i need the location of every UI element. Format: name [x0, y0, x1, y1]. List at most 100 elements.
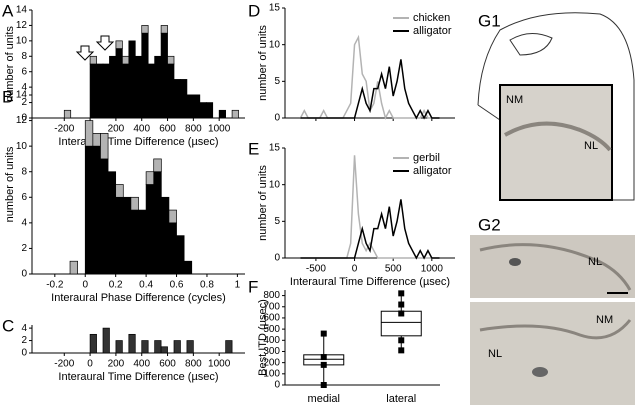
bar: [145, 171, 155, 185]
point: [320, 354, 327, 361]
bar: [141, 32, 149, 119]
bar: [154, 340, 162, 354]
x-tick-label: 0.8: [200, 280, 214, 291]
bar: [130, 196, 139, 211]
bar: [154, 55, 162, 119]
y-axis-label: number of units: [257, 165, 269, 241]
bar: [89, 55, 97, 65]
bar: [122, 55, 130, 65]
panel-label: B: [2, 87, 13, 106]
bar: [168, 222, 177, 275]
x-axis-label: Interaural Time Difference (µsec): [58, 371, 218, 383]
bar: [167, 55, 175, 65]
bar: [231, 109, 239, 119]
y-tick-label: 4: [21, 323, 27, 334]
bar: [128, 333, 136, 354]
y-tick-label: 4: [21, 82, 27, 93]
bar: [138, 209, 147, 275]
bar: [100, 158, 109, 275]
point: [398, 290, 405, 297]
bar: [176, 235, 185, 275]
y-tick-label: 0: [21, 269, 27, 280]
y-tick-label: 500: [263, 324, 280, 335]
y-tick-label: 6: [21, 192, 27, 203]
line: [300, 199, 440, 260]
line: [299, 34, 440, 121]
cell-band: [479, 243, 632, 291]
x-tick-label: medial: [308, 393, 340, 405]
y-tick-label: 0: [274, 113, 280, 124]
x-tick-label: 500: [385, 264, 402, 275]
legend-label: gerbil: [413, 152, 440, 164]
y-tick-label: 0: [274, 380, 280, 391]
y-tick-label: 200: [263, 357, 280, 368]
x-tick-label: 0.4: [139, 280, 153, 291]
bar: [145, 184, 155, 275]
point: [398, 310, 405, 317]
y-tick-label: 100: [263, 368, 280, 379]
bar: [122, 63, 130, 119]
panel-label: G1: [478, 11, 501, 30]
y-tick-label: 2: [21, 335, 27, 346]
bar: [69, 260, 78, 275]
bar: [115, 40, 123, 49]
bar: [167, 63, 175, 119]
bar: [130, 209, 139, 275]
bar: [96, 63, 104, 119]
annotation: NL: [588, 256, 602, 268]
arrow: [75, 45, 95, 61]
legend-label: alligator: [413, 25, 452, 37]
x-tick-label: 800: [185, 124, 202, 135]
x-tick-label: 0: [82, 280, 88, 291]
y-tick-label: 12: [16, 20, 28, 31]
panel-label: G2: [478, 215, 501, 234]
point: [320, 361, 327, 368]
x-tick-label: 1000: [421, 264, 444, 275]
bar: [115, 340, 123, 354]
bar: [147, 63, 155, 119]
panel-label: C: [2, 316, 14, 335]
x-tick-label: 400: [133, 124, 150, 135]
bar: [109, 55, 117, 119]
point: [320, 330, 327, 337]
x-tick-label: 0: [352, 264, 358, 275]
bar: [180, 79, 188, 119]
panel-label: F: [248, 277, 258, 296]
x-tick-label: 1000: [208, 124, 231, 135]
x-tick-label: 0.6: [170, 280, 184, 291]
x-tick-label: 0: [87, 359, 93, 370]
bar: [225, 340, 233, 354]
bar: [92, 133, 101, 147]
annotation: NM: [596, 314, 613, 326]
x-tick-label: 0.2: [109, 280, 123, 291]
y-tick-label: 400: [263, 335, 280, 346]
x-tick-label: 1: [235, 280, 241, 291]
y-tick-label: 10: [16, 141, 28, 152]
y-tick-label: 8: [21, 51, 27, 62]
micrograph: [470, 302, 635, 405]
bar: [168, 209, 177, 224]
annotation: NL: [584, 140, 598, 152]
bar: [183, 260, 193, 275]
annotation: NM: [506, 94, 523, 106]
stain: [509, 258, 521, 266]
annotation: NL: [488, 348, 502, 360]
cell-band: [479, 319, 632, 340]
bar: [89, 63, 97, 119]
x-tick-label: 600: [159, 359, 176, 370]
stain: [532, 367, 548, 377]
legend-label: alligator: [413, 165, 452, 177]
bar: [160, 25, 168, 34]
y-tick-label: 4: [21, 217, 27, 228]
y-tick-label: 10: [16, 35, 28, 46]
bar: [115, 48, 123, 119]
bar: [122, 196, 132, 275]
y-tick-label: 0: [274, 253, 280, 264]
bar: [160, 32, 168, 119]
bar: [115, 184, 124, 198]
y-tick-label: 800: [263, 290, 280, 301]
point: [398, 347, 405, 354]
x-tick-label: 200: [108, 124, 125, 135]
panel-label: A: [2, 1, 14, 20]
